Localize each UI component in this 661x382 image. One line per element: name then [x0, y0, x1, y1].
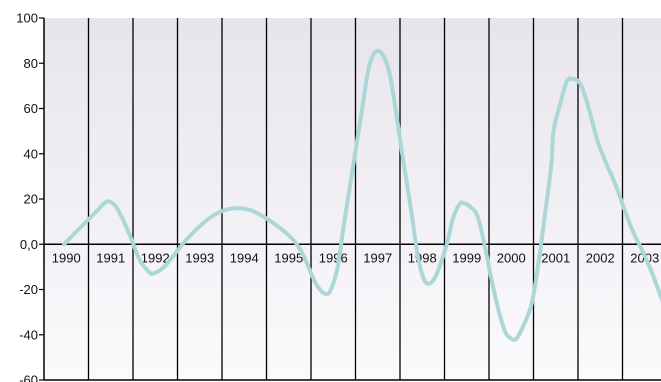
plot-area [44, 18, 661, 380]
y-axis-tick-labels: 100 80 60 40 20 0,0 -20 -40 -60 [16, 11, 44, 382]
y-tick-label: 100 [16, 11, 38, 26]
x-tick-label: 1998 [408, 250, 437, 265]
x-tick-label: 1990 [52, 250, 81, 265]
y-tick-label: -20 [19, 282, 38, 297]
x-tick-label: 2002 [586, 250, 615, 265]
x-tick-label: 1997 [363, 250, 392, 265]
x-tick-label: 1994 [230, 250, 259, 265]
x-tick-label: 2000 [497, 250, 526, 265]
x-tick-label: 1996 [319, 250, 348, 265]
series-line [62, 48, 661, 342]
y-tick-label: -60 [19, 373, 38, 382]
y-tick-label: 80 [24, 56, 38, 71]
y-tick-label: -40 [19, 327, 38, 342]
x-tick-label: 1993 [185, 250, 214, 265]
x-tick-label: 1992 [141, 250, 170, 265]
y-tick-label: 40 [24, 146, 38, 161]
x-tick-label: 1999 [452, 250, 481, 265]
y-tick-label: 60 [24, 101, 38, 116]
x-tick-label: 1991 [96, 250, 125, 265]
x-tick-label: 1995 [274, 250, 303, 265]
y-tick-label: 20 [24, 192, 38, 207]
y-tick-label: 0,0 [20, 237, 38, 252]
x-tick-label: 2001 [541, 250, 570, 265]
